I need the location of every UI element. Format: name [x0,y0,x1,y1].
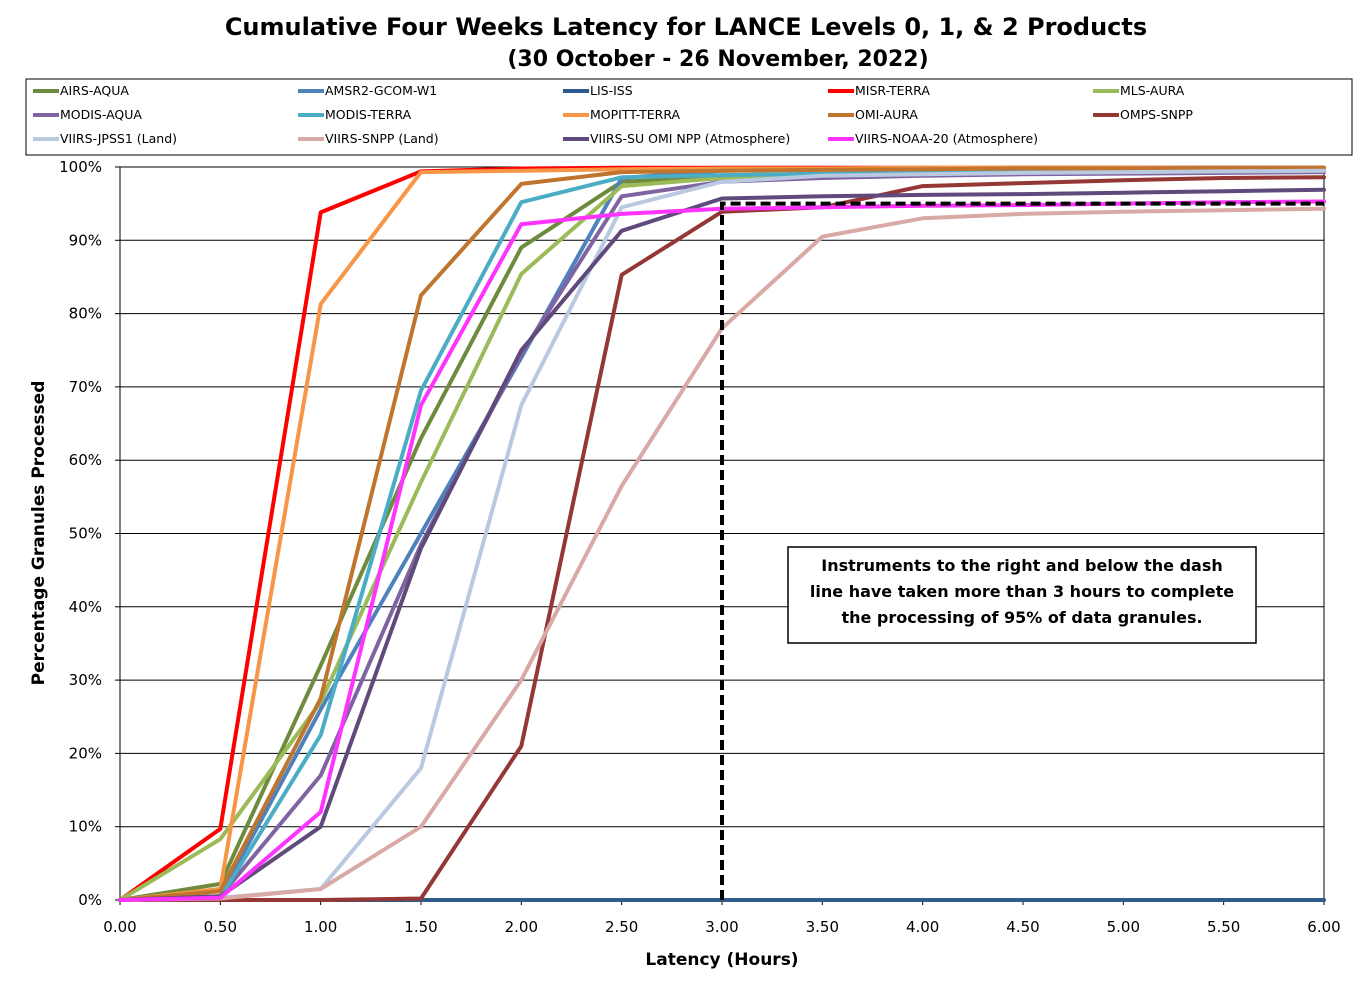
legend-entry: AMSR2-GCOM-W1 [325,83,437,98]
legend-entry: MODIS-AQUA [60,107,142,122]
series-lines [118,165,1326,902]
x-tick-label: 1.00 [304,918,337,936]
legend-entry: VIIRS-NOAA-20 (Atmosphere) [855,131,1038,146]
x-tick-label: 5.00 [1107,918,1140,936]
x-tick-label: 3.00 [705,918,738,936]
annotation-line-3: the processing of 95% of data granules. [841,608,1202,627]
reference-line [720,201,1324,900]
series-line-13 [118,187,1326,902]
y-tick-label: 70% [69,378,102,396]
legend-entry: OMPS-SNPP [1120,107,1193,122]
series-line-10 [118,175,1326,902]
y-tick-label: 10% [69,818,102,836]
series-line-9 [118,165,1326,902]
y-tick-label: 0% [78,891,102,909]
legend-entry: AIRS-AQUA [60,83,129,98]
x-tick-label: 4.00 [906,918,939,936]
y-tick-label: 80% [69,305,102,323]
y-tick-label: 30% [69,671,102,689]
x-tick-label: 6.00 [1307,918,1340,936]
legend-entry: MLS-AURA [1120,83,1185,98]
x-tick-label: 5.50 [1207,918,1240,936]
legend-entry: MODIS-TERRA [325,107,412,122]
x-axis-label: Latency (Hours) [645,950,798,970]
dashed-threshold-line [720,201,1324,900]
legend-entry: VIIRS-SNPP (Land) [325,131,439,146]
annotation-box [787,546,1257,644]
legend: AIRS-AQUA AMSR2-GCOM-W1 LIS-ISS MISR-TERRA M… [33,83,1193,146]
y-tick-label: 40% [69,598,102,616]
x-tick-label: 0.50 [204,918,237,936]
annotation-line-1: Instruments to the right and below the d… [821,556,1223,575]
chart-subtitle: (30 October - 26 November, 2022) [507,47,928,72]
legend-entry: VIIRS-SU OMI NPP (Atmosphere) [590,131,790,146]
x-tick-label: 0.00 [103,918,136,936]
y-tick-label: 20% [69,744,102,762]
y-tick-label: 100% [59,158,102,176]
x-tick-label: 4.50 [1006,918,1039,936]
legend-entry: MISR-TERRA [855,83,930,98]
y-tick-label: 90% [69,231,102,249]
y-tick-label: 50% [69,525,102,543]
x-tick-label: 3.50 [806,918,839,936]
legend-entry: LIS-ISS [590,83,633,98]
y-tick-label: 60% [69,451,102,469]
chart-title: Cumulative Four Weeks Latency for LANCE … [225,13,1147,41]
x-tick-label: 2.00 [505,918,538,936]
legend-entry: OMI-AURA [855,107,918,122]
x-axis-ticks: 0.00 0.50 1.00 1.50 2.00 2.50 3.00 3.50 4.00 4.50… [103,900,1341,936]
legend-box [25,78,1353,156]
annotation-line-2: line have taken more than 3 hours to com… [810,582,1234,601]
legend-entry: MOPITT-TERRA [590,107,681,122]
y-axis-ticks: 0% 10% 20% 30% 40% 50% 60% 70% 80% 90% 100% [59,158,120,909]
y-axis-label: Percentage Granules Processed [29,381,49,686]
x-tick-label: 1.50 [404,918,437,936]
x-tick-label: 2.50 [605,918,638,936]
legend-entry: VIIRS-JPSS1 (Land) [60,131,177,146]
